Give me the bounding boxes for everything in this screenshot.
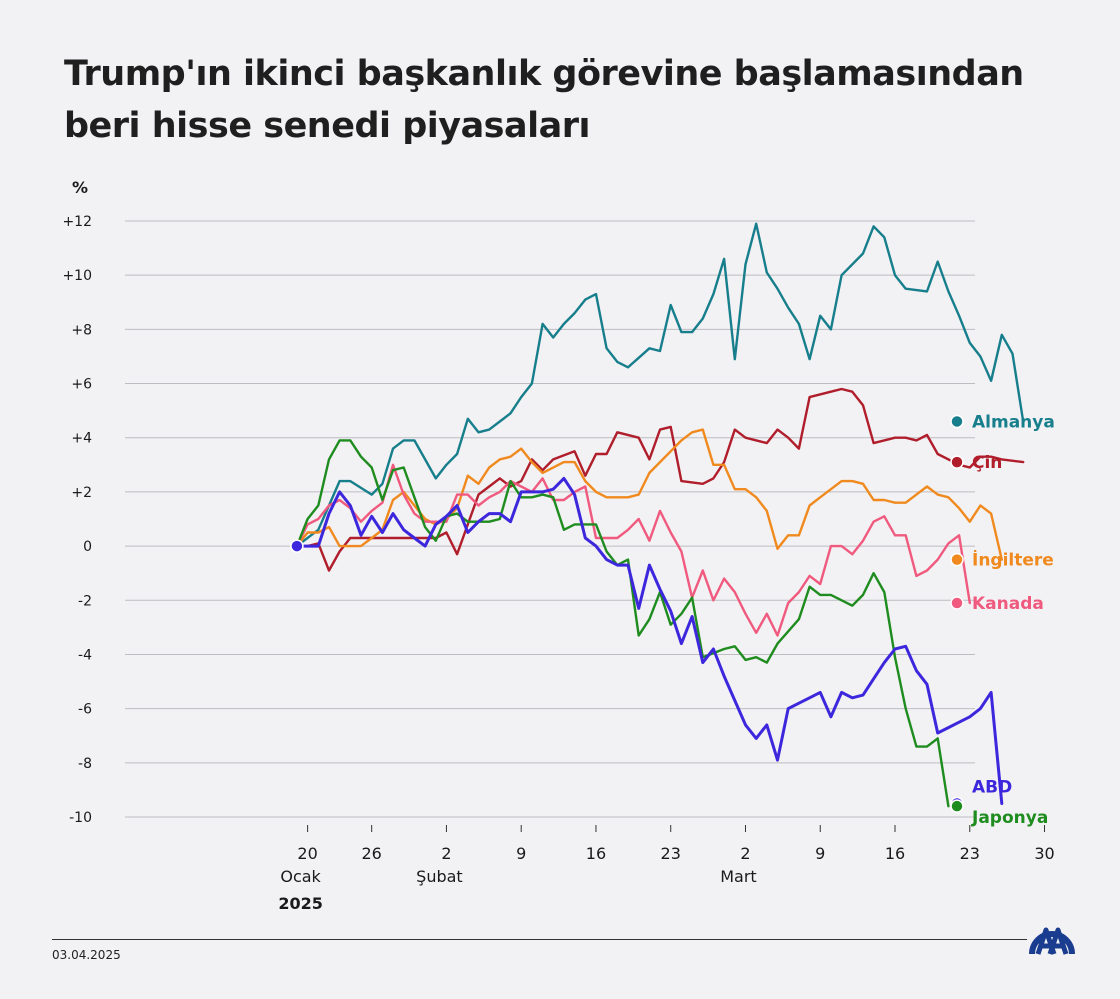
- chart-title: Trump'ın ikinci başkanlık görevine başla…: [64, 48, 1064, 152]
- series-label-japonya: Japonya: [971, 808, 1048, 828]
- publication-date: 03.04.2025: [52, 948, 121, 962]
- series-label-abd: ABD: [972, 777, 1012, 797]
- x-tick-label: 26: [362, 844, 382, 863]
- x-tick-label: 16: [586, 844, 606, 863]
- x-tick-label: 9: [516, 844, 526, 863]
- x-month-label: Şubat: [416, 867, 463, 886]
- series-line-kanada: [295, 463, 971, 637]
- series-label-kanada: Kanada: [972, 594, 1044, 614]
- chart-title-line-1: Trump'ın ikinci başkanlık görevine başla…: [64, 54, 1024, 94]
- line-chart: % +12 +10 +8 +6 +4 +2 0 -2 -4 -6 -8 -10 20 26 2 9 16 23 2 9 1…: [62, 178, 1055, 913]
- end-point-marker-almanya: [950, 414, 964, 429]
- y-tick-label: -4: [78, 647, 92, 663]
- y-tick-label: +6: [71, 377, 92, 393]
- axes: % +12 +10 +8 +6 +4 +2 0 -2 -4 -6 -8 -10 20 26 2 9 16 23 2 9 1…: [62, 178, 1054, 913]
- series-line-almanya: [295, 222, 1025, 548]
- x-tick-label: 16: [885, 844, 905, 863]
- end-point-marker-i̇ngiltere: [950, 552, 964, 567]
- x-tick-label: 2: [740, 844, 750, 863]
- series-labels: Almanya Çin İngiltere Kanada ABD Japonya: [950, 412, 1055, 828]
- grid: [125, 220, 975, 818]
- x-tick-label: 9: [815, 844, 825, 863]
- x-tick-label: 30: [1034, 844, 1054, 863]
- x-tick-label: 23: [661, 844, 681, 863]
- series-line-i̇ngiltere: [295, 428, 1003, 561]
- series-label-i̇ngiltere: İngiltere: [972, 549, 1054, 571]
- footer-divider: [52, 939, 1027, 940]
- y-tick-label: +8: [71, 322, 92, 338]
- end-point-marker-çin: [950, 455, 964, 469]
- y-tick-label: -2: [78, 593, 92, 609]
- series-line-japonya: [295, 439, 950, 808]
- start-point-marker: [290, 539, 304, 553]
- series-label-almanya: Almanya: [972, 412, 1055, 432]
- x-tick-label: 23: [960, 844, 980, 863]
- y-tick-label: -8: [78, 756, 92, 772]
- y-tick-label: +12: [62, 214, 92, 230]
- chart-title-line-2: beri hisse senedi piyasaları: [64, 106, 591, 146]
- series-label-çin: Çin: [972, 453, 1002, 473]
- end-point-marker-kanada: [950, 596, 964, 610]
- x-month-label: Ocak: [280, 867, 321, 886]
- y-tick-label: +4: [71, 431, 92, 447]
- y-tick-label: +2: [71, 485, 92, 501]
- aa-logo-icon: [1029, 927, 1075, 955]
- x-year-label: 2025: [278, 894, 323, 913]
- series-group: [290, 222, 1025, 808]
- x-month-label: Mart: [720, 867, 756, 886]
- x-tick-label: 2: [441, 844, 451, 863]
- y-tick-label: +10: [62, 268, 92, 284]
- y-tick-label: 0: [83, 539, 92, 555]
- y-tick-label: -6: [78, 702, 92, 718]
- x-tick-label: 20: [297, 844, 317, 863]
- end-point-marker-japonya: [950, 799, 964, 813]
- y-axis-unit-label: %: [72, 178, 88, 197]
- series-line-abd: [295, 476, 1004, 805]
- y-tick-label: -10: [69, 810, 92, 826]
- series-line-çin: [295, 387, 1025, 572]
